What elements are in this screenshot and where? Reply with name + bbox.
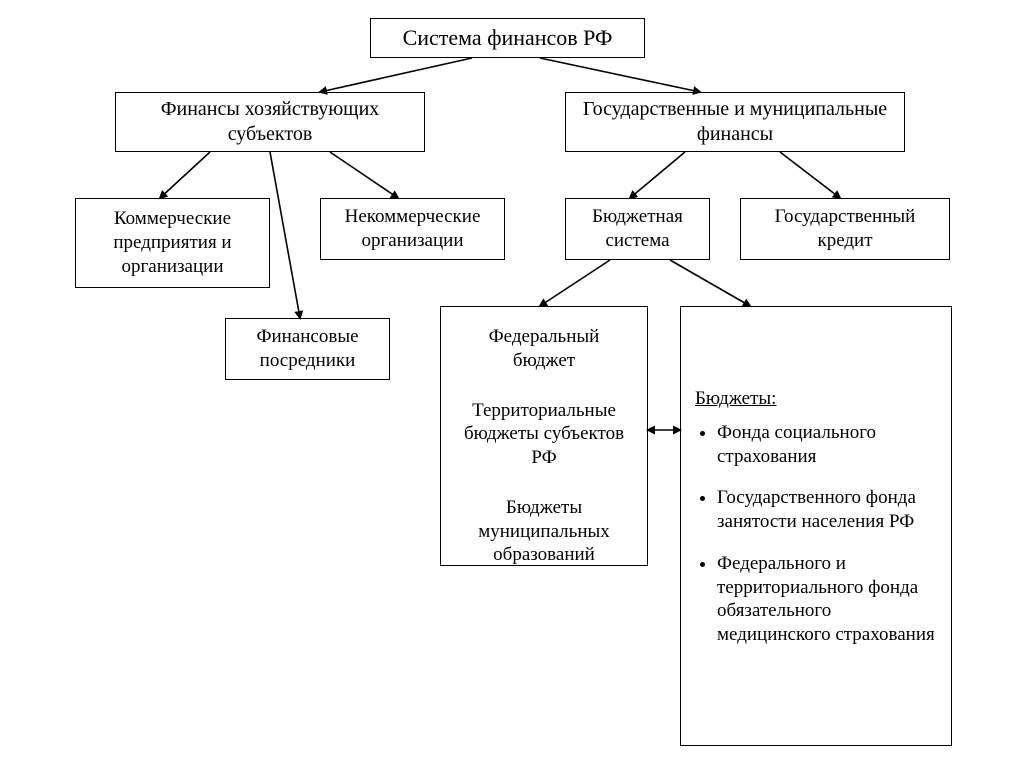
budgets-right-title: Бюджеты: [695, 387, 776, 411]
node-root: Система финансов РФ [370, 18, 645, 58]
budgets-left-item-2: Бюджеты муниципальных образований [451, 492, 637, 571]
node-commercial-label: Коммерческие предприятия и организации [76, 203, 269, 282]
node-noncommercial-label: Некоммерческие организации [321, 201, 504, 257]
node-state-municipal-label: Государственные и муниципальные финансы [566, 93, 904, 151]
node-financial-intermediaries: Финансовые посредники [225, 318, 390, 380]
node-noncommercial: Некоммерческие организации [320, 198, 505, 260]
budgets-right-list: Фонда социального страхования Государств… [695, 421, 937, 665]
node-state-credit: Государственный кредит [740, 198, 950, 260]
budgets-right-item-1: Государственного фонда занятости населен… [717, 486, 937, 534]
node-economic-subjects-label: Финансы хозяйствующих субъектов [116, 93, 424, 151]
node-budgets-right: Бюджеты: Фонда социального страхования Г… [680, 306, 952, 746]
budgets-right-item-2: Федерального и территориального фонда об… [717, 552, 937, 647]
budgets-left-item-0: Федеральный бюджет [451, 321, 637, 377]
node-economic-subjects: Финансы хозяйствующих субъектов [115, 92, 425, 152]
node-root-label: Система финансов РФ [395, 20, 621, 56]
node-financial-intermediaries-label: Финансовые посредники [226, 321, 389, 377]
node-state-municipal: Государственные и муниципальные финансы [565, 92, 905, 152]
budgets-right-item-0: Фонда социального страхования [717, 421, 937, 469]
node-budget-system: Бюджетная система [565, 198, 710, 260]
node-commercial: Коммерческие предприятия и организации [75, 198, 270, 288]
node-budgets-left: Федеральный бюджет Территориальные бюдже… [440, 306, 648, 566]
node-state-credit-label: Государственный кредит [741, 201, 949, 257]
budgets-left-item-1: Территориальные бюджеты субъектов РФ [451, 395, 637, 474]
node-budget-system-label: Бюджетная система [566, 201, 709, 257]
